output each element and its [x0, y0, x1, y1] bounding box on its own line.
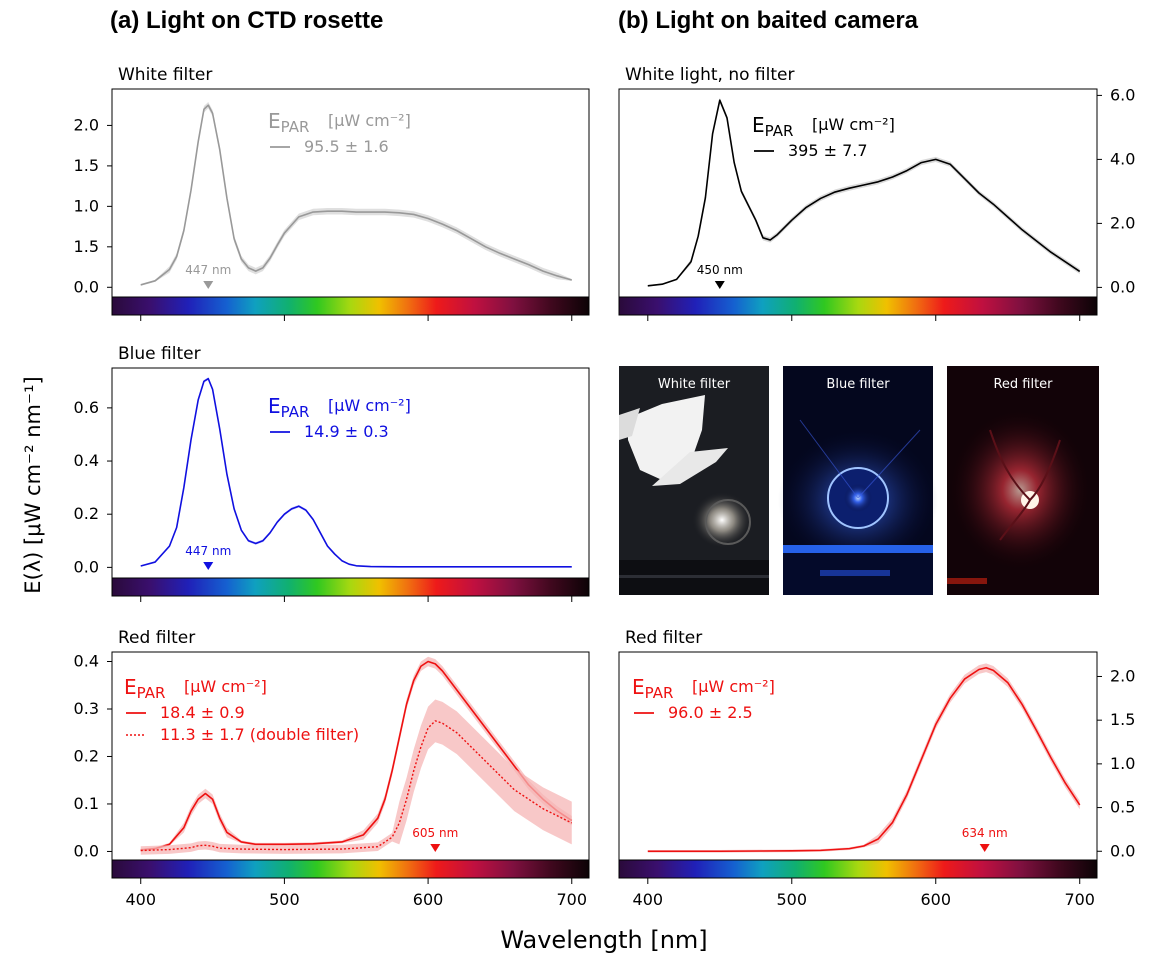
series-line [647, 99, 1081, 287]
legend: EPAR [μW cm⁻²] 14.9 ± 0.3 [268, 394, 411, 441]
chart-blue-filter-rosette: Blue filter 0.0 0.2 0.4 0.6 447 nm EPAR [μW cm⁻… [74, 344, 590, 602]
series-line [140, 104, 572, 286]
spectrum-colorbar [111, 859, 590, 879]
panel-a-title: (a) Light on CTD rosette [110, 7, 383, 34]
series-line [647, 666, 1081, 853]
photo-white-label: White filter [658, 377, 731, 392]
photo-blue-filter: Blue filter [778, 366, 938, 595]
y-tick-label: 0.2 [74, 504, 99, 523]
y-tick-label: 0.5 [1110, 798, 1135, 817]
chart-red-filter-camera: Red filter 400 500 600 700 0.0 0.5 1.0 1.5 2.0 634… [618, 628, 1135, 909]
y-tick-label: 1.5 [1110, 710, 1135, 729]
legend-unit: [μW cm⁻²] [812, 115, 895, 134]
spectrum-colorbar [111, 577, 590, 597]
panel-title: White filter [118, 65, 212, 85]
x-tick-label: 400 [633, 890, 664, 909]
y-tick-label: 0.1 [74, 794, 99, 813]
panel-b-title: (b) Light on baited camera [618, 7, 919, 34]
y-axis-label: E(λ) [μW cm⁻² nm⁻¹] [21, 376, 45, 593]
panel-title: Red filter [625, 628, 702, 648]
peak-marker [430, 844, 441, 852]
peak-label: 605 nm [412, 826, 458, 840]
x-tick-label: 400 [125, 890, 156, 909]
series-uncertainty-band [140, 699, 572, 855]
legend-title: EPAR [268, 109, 309, 136]
legend-entry: 18.4 ± 0.9 [160, 703, 245, 722]
peak-marker [979, 844, 990, 852]
y-tick-label: 0.0 [1110, 277, 1135, 296]
series-line [140, 720, 573, 852]
legend-entry: 14.9 ± 0.3 [304, 422, 389, 441]
y-tick-label: 6.0 [1110, 85, 1135, 104]
legend: EPAR [μW cm⁻²] 395 ± 7.7 [752, 113, 895, 160]
y-tick-label: 0.0 [74, 277, 99, 296]
y-tick-label: 2.0 [1110, 666, 1135, 685]
panel-title: White light, no filter [625, 65, 794, 85]
legend-entry: 96.0 ± 2.5 [668, 703, 753, 722]
peak-label: 450 nm [697, 263, 743, 277]
y-tick-label: 0.3 [74, 699, 99, 718]
legend-title: EPAR [752, 113, 793, 140]
peak-marker [714, 281, 725, 289]
panel-title: Blue filter [118, 344, 201, 364]
y-tick-label: 0.2 [74, 746, 99, 765]
y-tick-label: 0.4 [74, 451, 99, 470]
y-tick-label: 1.5 [74, 156, 99, 175]
photo-red-filter: Red filter [947, 366, 1099, 595]
series-uncertainty-band [140, 656, 572, 852]
x-axis-label: Wavelength [nm] [500, 926, 707, 954]
legend-title: EPAR [268, 394, 309, 421]
legend: EPAR [μW cm⁻²] 95.5 ± 1.6 [268, 109, 411, 156]
peak-label: 447 nm [185, 544, 231, 558]
peak-label: 447 nm [185, 263, 231, 277]
x-tick-label: 700 [556, 890, 587, 909]
legend-title: EPAR [124, 675, 165, 702]
chart-white-light-camera: White light, no filter 0.0 2.0 4.0 6.0 450 nm… [618, 65, 1135, 321]
y-tick-label: 0.4 [74, 651, 99, 670]
x-tick-label: 500 [269, 890, 300, 909]
series-line [140, 660, 573, 851]
plot-frame [618, 651, 1098, 861]
spectrum-colorbar [618, 296, 1098, 316]
photo-white-filter: White filter [619, 366, 769, 595]
panel-title: Red filter [118, 628, 195, 648]
series-line [140, 377, 572, 568]
legend-entry: 395 ± 7.7 [788, 141, 868, 160]
series-uncertainty-band [140, 101, 572, 286]
x-tick-label: 600 [413, 890, 444, 909]
y-tick-label: 0.0 [74, 557, 99, 576]
legend-title: EPAR [632, 675, 673, 702]
y-tick-label: 2.0 [74, 115, 99, 134]
y-tick-label: 1.0 [1110, 754, 1135, 773]
x-tick-label: 700 [1064, 890, 1095, 909]
spectrum-colorbar [111, 296, 590, 316]
spectrum-colorbar [618, 859, 1098, 879]
x-tick-label: 600 [920, 890, 951, 909]
y-tick-label: 1.5 [74, 237, 99, 256]
legend-entry: 11.3 ± 1.7 (double filter) [160, 725, 359, 744]
y-tick-label: 4.0 [1110, 149, 1135, 168]
x-tick-label: 500 [776, 890, 807, 909]
legend-unit: [μW cm⁻²] [692, 677, 775, 696]
y-tick-label: 0.0 [74, 841, 99, 860]
chart-red-filter-rosette: Red filter 400 500 600 700 0.0 0.1 0.2 0.3 0.4 605… [74, 628, 590, 909]
peak-marker [203, 562, 214, 570]
legend-unit: [μW cm⁻²] [328, 111, 411, 130]
legend-unit: [μW cm⁻²] [328, 396, 411, 415]
y-tick-label: 0.6 [74, 398, 99, 417]
y-tick-label: 2.0 [1110, 213, 1135, 232]
y-tick-label: 0.0 [1110, 841, 1135, 860]
photo-red-label: Red filter [993, 377, 1053, 392]
peak-label: 634 nm [962, 826, 1008, 840]
chart-white-filter-rosette: White filter 0.0 1.5 1.0 1.5 2.0 447 nm EPAR [μW… [74, 65, 590, 321]
legend: EPAR [μW cm⁻²] 96.0 ± 2.5 [632, 675, 775, 722]
peak-marker [203, 281, 214, 289]
legend-entry: 95.5 ± 1.6 [304, 137, 389, 156]
photo-blue-label: Blue filter [826, 377, 890, 392]
legend-unit: [μW cm⁻²] [184, 677, 267, 696]
y-tick-label: 1.0 [74, 196, 99, 215]
legend: EPAR [μW cm⁻²] 18.4 ± 0.9 11.3 ± 1.7 (doubl… [124, 675, 359, 744]
